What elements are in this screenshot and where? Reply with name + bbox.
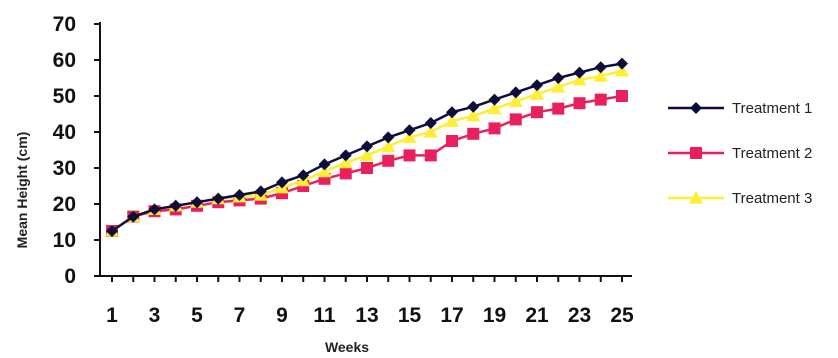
data-point <box>467 100 480 113</box>
data-point <box>488 93 501 106</box>
y-tick-label: 70 <box>53 13 76 36</box>
legend-item: Treatment 1 <box>668 100 812 117</box>
data-point <box>446 106 458 119</box>
data-point <box>594 93 607 106</box>
x-tick-label: 15 <box>398 304 422 327</box>
data-point <box>552 102 565 115</box>
y-axis-ticks: 0 10 20 30 40 50 60 70 <box>53 13 100 288</box>
data-point <box>339 149 352 162</box>
data-point <box>509 113 522 126</box>
data-point <box>382 154 395 167</box>
x-axis-ticks: 1 3 5 7 9 11 13 15 17 19 21 23 25 <box>106 276 634 327</box>
y-axis-label: Mean Height (cm) <box>14 132 30 249</box>
data-point <box>488 122 501 135</box>
data-point <box>616 57 628 70</box>
data-point <box>403 124 416 137</box>
x-tick-label: 11 <box>313 304 336 327</box>
y-tick-label: 0 <box>64 265 76 288</box>
legend-label: Treatment 3 <box>732 190 812 207</box>
legend-item: Treatment 2 <box>668 145 812 162</box>
legend-label: Treatment 1 <box>732 100 812 117</box>
data-point <box>467 127 480 140</box>
data-point <box>212 192 225 205</box>
data-point <box>446 135 458 147</box>
y-tick-label: 40 <box>53 121 76 144</box>
legend: Treatment 1 Treatment 2 Treatment 3 <box>668 100 812 207</box>
data-point <box>445 114 459 127</box>
data-point <box>530 87 544 100</box>
series-2 <box>106 90 628 237</box>
data-point <box>593 69 608 82</box>
x-tick-label: 1 <box>106 304 118 327</box>
data-point <box>402 130 417 143</box>
data-point <box>339 167 352 180</box>
data-point <box>572 72 587 86</box>
data-point <box>317 164 332 178</box>
data-point <box>594 61 607 74</box>
data-point <box>318 158 331 171</box>
data-point <box>338 155 353 169</box>
data-point <box>573 66 586 79</box>
data-point <box>382 131 395 144</box>
data-point <box>508 94 523 107</box>
data-point <box>381 139 396 152</box>
legend-marker <box>690 147 702 159</box>
x-tick-label: 19 <box>483 304 506 327</box>
data-point <box>403 149 416 162</box>
x-axis-label: Weeks <box>325 339 369 355</box>
data-point <box>423 125 438 138</box>
data-point <box>106 225 118 237</box>
x-tick-label: 17 <box>440 304 463 327</box>
legend-item: Treatment 3 <box>668 190 812 207</box>
data-point <box>616 90 628 102</box>
data-point <box>360 148 374 161</box>
legend-marker <box>690 102 702 114</box>
x-tick-label: 13 <box>355 304 378 327</box>
data-point <box>169 199 182 212</box>
series-1 <box>106 57 628 237</box>
data-point <box>466 108 481 122</box>
x-tick-label: 7 <box>234 304 246 327</box>
x-tick-label: 5 <box>191 304 203 327</box>
data-point <box>148 203 161 216</box>
data-point <box>233 189 246 201</box>
data-point <box>297 169 310 182</box>
y-tick-label: 10 <box>53 229 76 252</box>
data-point <box>424 149 437 162</box>
data-point <box>487 101 502 115</box>
y-tick-label: 30 <box>53 157 76 180</box>
y-tick-label: 60 <box>53 49 76 72</box>
series-layer <box>105 57 629 237</box>
data-point <box>509 86 522 99</box>
y-tick-label: 20 <box>53 193 76 216</box>
data-point <box>615 63 629 77</box>
x-tick-label: 3 <box>149 304 161 327</box>
data-point <box>551 80 566 93</box>
data-point <box>531 79 543 92</box>
y-tick-label: 50 <box>53 85 76 108</box>
legend-marker <box>689 191 703 204</box>
data-point <box>573 97 586 110</box>
x-tick-label: 25 <box>610 304 634 327</box>
data-point <box>276 176 288 189</box>
x-tick-label: 23 <box>568 304 591 327</box>
data-point <box>531 106 543 119</box>
data-point <box>552 72 565 84</box>
legend-label: Treatment 2 <box>732 145 812 162</box>
x-tick-label: 9 <box>276 304 288 327</box>
data-point <box>254 185 267 198</box>
x-tick-label: 21 <box>525 304 549 327</box>
data-point <box>127 210 140 223</box>
data-point <box>424 117 437 129</box>
data-point <box>361 140 373 153</box>
data-point <box>191 196 203 209</box>
data-point <box>361 162 373 174</box>
